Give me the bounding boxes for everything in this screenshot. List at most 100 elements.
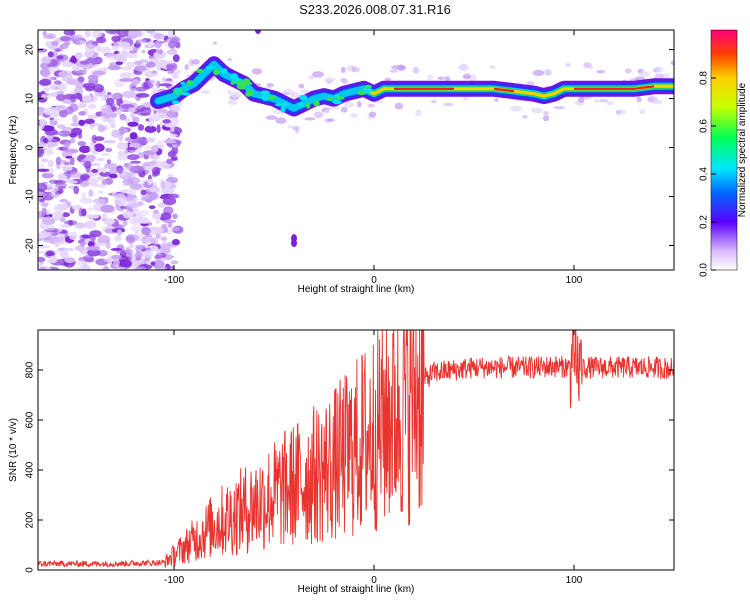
noise-blob xyxy=(38,232,49,239)
noise-blob xyxy=(117,30,130,38)
noise-blob xyxy=(304,117,316,121)
noise-blob xyxy=(166,158,173,164)
noise-blob xyxy=(101,179,108,185)
noise-blob xyxy=(125,51,138,59)
noise-blob xyxy=(76,102,85,109)
ridge-spot xyxy=(326,96,334,101)
noise-blob xyxy=(49,44,61,51)
noise-blob xyxy=(40,158,49,163)
noise-blob xyxy=(151,211,162,220)
noise-blob xyxy=(59,35,71,42)
noise-blob xyxy=(155,248,161,254)
noise-blob xyxy=(141,49,146,54)
noise-blob xyxy=(134,65,147,72)
ridge-spot xyxy=(196,68,204,74)
noise-blob xyxy=(156,124,161,134)
noise-blob xyxy=(151,87,161,94)
noise-blob xyxy=(58,227,63,233)
noise-blob xyxy=(73,185,80,195)
noise-blob xyxy=(93,203,101,210)
noise-blob xyxy=(116,229,122,236)
ridge-spot xyxy=(230,73,239,80)
noise-blob xyxy=(200,90,211,94)
y-tick-label: 600 xyxy=(25,411,36,428)
noise-blob xyxy=(158,83,172,87)
noise-blob xyxy=(61,61,75,68)
noise-blob xyxy=(177,103,182,108)
colorbar: 0.0 0.2 0.4 0.6 0.8 Normalized spectral ampl… xyxy=(699,29,748,277)
noise-blob xyxy=(654,66,664,73)
noise-blob xyxy=(151,173,158,177)
noise-blob xyxy=(110,92,122,100)
noise-blob xyxy=(111,45,119,51)
noise-blob xyxy=(160,180,166,190)
snr-y-axis-title: SNR (10 * v/v) xyxy=(8,418,19,482)
noise-blob xyxy=(72,114,78,124)
noise-blob xyxy=(59,45,64,52)
noise-blob xyxy=(458,64,469,72)
noise-blob xyxy=(170,260,179,265)
noise-blob xyxy=(169,133,178,137)
noise-blob xyxy=(132,142,140,148)
noise-blob xyxy=(109,112,118,118)
ridge-peak xyxy=(574,85,655,90)
noise-blob xyxy=(158,202,166,208)
colorbar-gradient xyxy=(710,29,738,271)
noise-blob xyxy=(138,137,146,144)
noise-blob xyxy=(38,245,50,249)
noise-blob xyxy=(122,220,128,227)
noise-blob xyxy=(87,114,99,119)
noise-blob xyxy=(40,266,46,270)
noise-blob xyxy=(130,160,141,164)
noise-blob xyxy=(125,61,135,69)
noise-blob xyxy=(156,59,170,69)
ridge-spot xyxy=(220,68,228,74)
noise-blob xyxy=(119,72,134,79)
noise-blob xyxy=(164,180,173,188)
noise-blob xyxy=(62,94,77,100)
colorbar-tick-label: 0.2 xyxy=(699,215,710,229)
noise-blob xyxy=(167,30,175,38)
noise-blob xyxy=(74,222,86,229)
noise-blob xyxy=(41,94,46,98)
ridge-spot xyxy=(364,84,372,89)
noise-blob xyxy=(61,159,66,164)
noise-blob xyxy=(89,145,96,153)
noise-blob xyxy=(127,121,139,127)
noise-blob xyxy=(51,41,59,46)
noise-blob xyxy=(167,193,180,199)
noise-blob xyxy=(148,187,161,193)
noise-blob xyxy=(55,104,68,111)
noise-blob xyxy=(50,69,55,75)
ridge-spot xyxy=(305,102,311,109)
noise-blob xyxy=(56,55,64,60)
y-tick-label: 0 xyxy=(25,144,36,150)
noise-blob xyxy=(53,204,64,213)
noise-blob xyxy=(162,119,171,124)
noise-blob xyxy=(64,257,76,264)
noise-blob xyxy=(93,198,107,205)
noise-blob xyxy=(80,242,85,248)
noise-blob xyxy=(74,266,89,270)
noise-blob xyxy=(114,235,122,242)
noise-blob xyxy=(105,240,111,250)
noise-blob xyxy=(167,151,176,158)
noise-blob xyxy=(510,105,522,112)
noise-blob xyxy=(427,74,434,81)
noise-blob xyxy=(389,69,398,73)
noise-blob xyxy=(65,166,73,171)
noise-blob xyxy=(84,155,96,163)
noise-blob xyxy=(63,203,68,209)
snr-y-ticks: 0 200 400 600 800 xyxy=(25,361,674,573)
noise-blob xyxy=(111,35,121,42)
noise-blob xyxy=(41,202,49,208)
noise-blob xyxy=(70,122,80,127)
noise-blob xyxy=(81,192,87,200)
noise-blob xyxy=(212,41,217,46)
noise-blob xyxy=(160,189,170,194)
noise-blob xyxy=(166,110,177,118)
noise-blob xyxy=(327,118,335,122)
noise-blob xyxy=(191,59,200,65)
noise-blob xyxy=(84,118,95,125)
noise-blob xyxy=(84,220,97,229)
